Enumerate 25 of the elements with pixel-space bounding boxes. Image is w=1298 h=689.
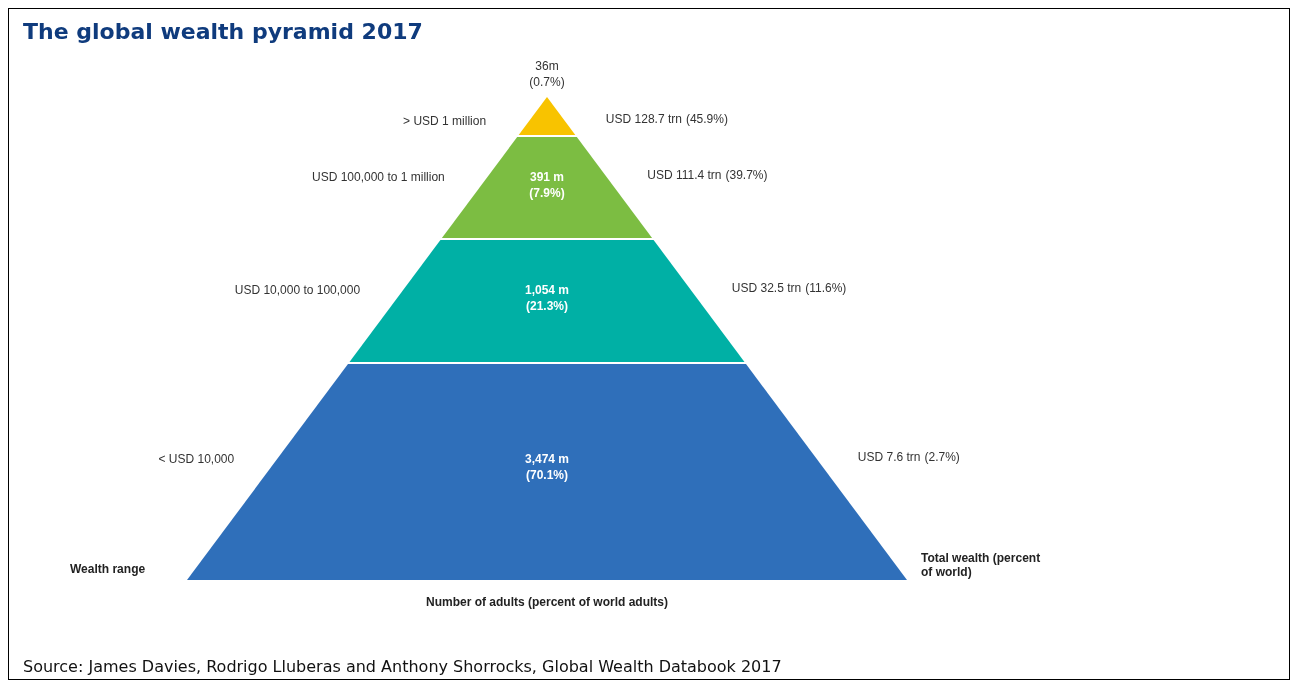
data-label: (0.7%) <box>529 75 565 89</box>
source-note: Source: James Davies, Rodrigo Lluberas and Anthony Shorrocks, Global Wealth Databook 2017 <box>23 657 782 676</box>
data-label: (11.6%) <box>805 281 847 295</box>
data-label: USD 7.6 trn <box>857 450 921 464</box>
category-label: > USD 1 million <box>403 114 487 128</box>
category-label: USD 100,000 to 1 million <box>312 169 445 184</box>
data-label: USD 111.4 trn <box>647 167 722 182</box>
data-label: (39.7%) <box>725 167 768 182</box>
data-label: 3,474 m <box>524 452 570 466</box>
data-label: (2.7%) <box>924 450 960 464</box>
data-label: USD 128.7 trn <box>605 112 682 126</box>
text: Total wealth (percent of world) <box>921 551 1041 579</box>
data-label: (21.3%) <box>525 299 569 313</box>
text: Number of adults (percent of world adults) <box>425 595 669 609</box>
data-label: (7.9%) <box>529 185 565 200</box>
data-label: 36m <box>535 59 559 73</box>
text: Wealth range <box>70 562 146 576</box>
category-label: USD 10,000 to 100,000 <box>234 283 361 297</box>
data-label: 1,054 m <box>524 283 570 297</box>
data-label: (70.1%) <box>525 468 569 482</box>
data-label: USD 32.5 trn <box>731 281 802 295</box>
data-label: (45.9%) <box>685 112 728 126</box>
data-label: 391 m <box>529 169 565 184</box>
text: The global wealth pyramid 2017 <box>23 19 423 44</box>
category-label: < USD 10,000 <box>158 452 235 466</box>
